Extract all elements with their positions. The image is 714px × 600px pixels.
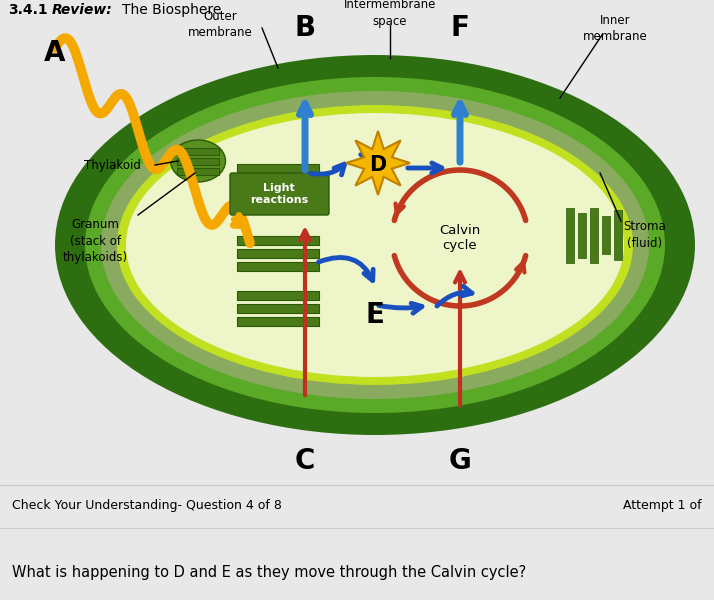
Text: B: B bbox=[294, 14, 316, 42]
Bar bbox=[602, 216, 610, 254]
Bar bbox=[177, 167, 219, 175]
Bar bbox=[237, 317, 319, 325]
Text: A: A bbox=[44, 39, 66, 67]
Text: Review:: Review: bbox=[52, 3, 113, 17]
Bar bbox=[237, 262, 319, 271]
Bar bbox=[237, 203, 319, 212]
Ellipse shape bbox=[171, 140, 226, 182]
Bar bbox=[177, 148, 219, 154]
Text: Calvin
cycle: Calvin cycle bbox=[439, 223, 481, 253]
Ellipse shape bbox=[101, 91, 649, 399]
Ellipse shape bbox=[117, 105, 633, 385]
Bar bbox=[590, 208, 598, 263]
Ellipse shape bbox=[85, 77, 665, 413]
Text: D: D bbox=[369, 155, 386, 175]
Text: Outer
membrane: Outer membrane bbox=[188, 10, 252, 40]
Text: Granum
(stack of
thylakoids): Granum (stack of thylakoids) bbox=[62, 218, 128, 263]
Text: Inner
membrane: Inner membrane bbox=[583, 13, 648, 43]
Text: The Biosphere: The Biosphere bbox=[122, 3, 221, 17]
Bar bbox=[237, 177, 319, 186]
Text: What is happening to D and E as they move through the Calvin cycle?: What is happening to D and E as they mov… bbox=[12, 565, 526, 580]
Bar bbox=[237, 248, 319, 257]
Ellipse shape bbox=[126, 113, 624, 377]
Bar bbox=[177, 157, 219, 164]
Text: Light
reactions: Light reactions bbox=[250, 183, 308, 205]
Text: G: G bbox=[448, 447, 471, 475]
Polygon shape bbox=[346, 131, 410, 195]
Text: E: E bbox=[366, 301, 384, 329]
FancyBboxPatch shape bbox=[230, 173, 329, 215]
Bar bbox=[237, 235, 319, 245]
Text: C: C bbox=[295, 447, 315, 475]
Bar bbox=[566, 208, 574, 263]
Text: 3.4.1: 3.4.1 bbox=[8, 3, 48, 17]
Text: Attempt 1 of: Attempt 1 of bbox=[623, 499, 702, 511]
Bar bbox=[237, 190, 319, 199]
Bar bbox=[237, 164, 319, 173]
Text: Intermembrane
space: Intermembrane space bbox=[344, 0, 436, 28]
Bar bbox=[237, 304, 319, 313]
Bar bbox=[578, 212, 586, 257]
Text: Check Your Understanding- Question 4 of 8: Check Your Understanding- Question 4 of … bbox=[12, 499, 282, 511]
Text: Thylakoid: Thylakoid bbox=[84, 158, 141, 172]
Text: F: F bbox=[451, 14, 469, 42]
Text: Stroma
(fluid): Stroma (fluid) bbox=[623, 220, 666, 250]
Ellipse shape bbox=[55, 55, 695, 435]
Bar bbox=[614, 210, 622, 260]
Bar bbox=[237, 290, 319, 299]
